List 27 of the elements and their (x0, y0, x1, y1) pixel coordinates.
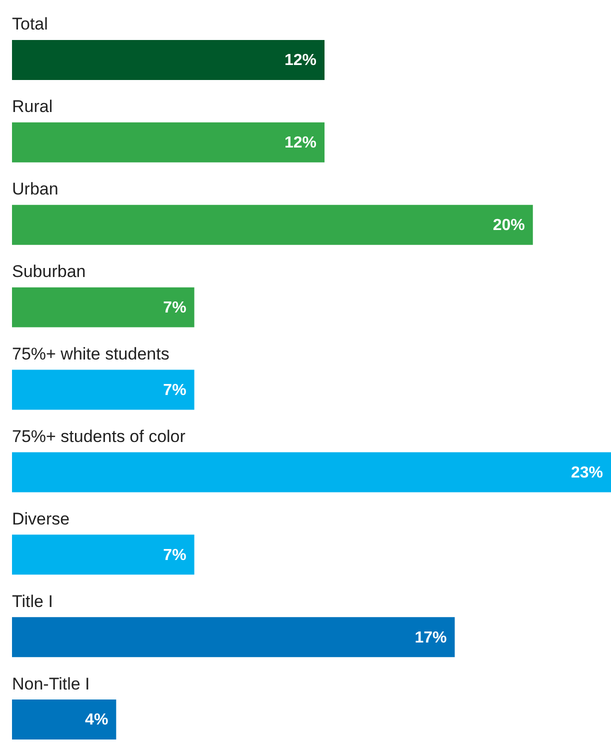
data-label: 4% (85, 712, 108, 729)
data-label: 23% (570, 464, 603, 482)
bar (12, 122, 325, 162)
y-tick-label: Title I (12, 592, 53, 611)
y-tick-label: Total (12, 14, 48, 34)
data-label: 20% (492, 217, 525, 234)
y-tick-label: 75%+ white students (12, 344, 170, 364)
bar (12, 617, 455, 658)
data-label: 17% (414, 629, 447, 646)
data-label: 7% (163, 382, 186, 399)
y-tick-label: Diverse (12, 509, 70, 528)
bar (12, 204, 533, 245)
y-tick-label: Rural (12, 97, 53, 116)
y-tick-label: Non-Title I (12, 674, 90, 694)
data-label: 12% (284, 52, 317, 70)
y-tick-label: 75%+ students of color (12, 426, 186, 446)
bar (12, 700, 116, 740)
data-label: 7% (163, 546, 186, 564)
y-tick-label: Urban (12, 180, 58, 199)
bar (12, 452, 611, 492)
y-tick-label: Suburban (12, 262, 86, 282)
bar (12, 287, 194, 328)
data-label: 12% (284, 134, 317, 152)
bar (12, 534, 194, 575)
bar (12, 370, 194, 410)
bar (12, 40, 325, 80)
data-label: 7% (163, 300, 186, 317)
